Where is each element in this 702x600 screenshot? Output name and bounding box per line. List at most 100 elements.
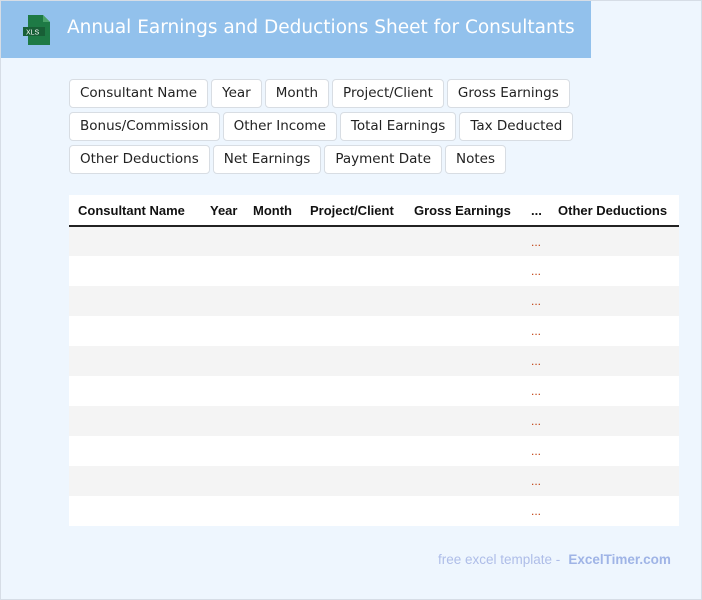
table-cell[interactable]: ... (522, 466, 549, 496)
table-cell[interactable] (69, 346, 201, 376)
table-cell[interactable] (201, 436, 244, 466)
table-cell[interactable] (301, 466, 405, 496)
table-cell[interactable] (405, 496, 522, 526)
table-cell[interactable] (244, 316, 301, 346)
table-cell[interactable] (69, 316, 201, 346)
title-bar: XLS Annual Earnings and Deductions Sheet… (1, 1, 591, 58)
table-row: ... (69, 316, 679, 346)
column-header: Project/Client (301, 195, 405, 227)
field-tag[interactable]: Notes (445, 145, 507, 174)
field-tag[interactable]: Year (211, 79, 262, 108)
table-row: ... (69, 436, 679, 466)
column-header: Month (244, 195, 301, 227)
table-cell[interactable] (301, 376, 405, 406)
field-tag[interactable]: Payment Date (324, 145, 443, 174)
table-cell[interactable]: ... (522, 286, 549, 316)
table-cell[interactable]: ... (531, 444, 542, 458)
table-cell[interactable] (549, 436, 679, 466)
column-header: Year (201, 195, 244, 227)
table-cell[interactable] (244, 466, 301, 496)
table-row: ... (69, 226, 679, 256)
table-cell[interactable] (549, 316, 679, 346)
svg-text:XLS: XLS (26, 30, 40, 37)
table-cell[interactable] (549, 286, 679, 316)
table-row: ... (69, 406, 679, 436)
table-cell[interactable] (201, 286, 244, 316)
table-cell[interactable] (549, 466, 679, 496)
table-cell[interactable] (405, 406, 522, 436)
table-cell[interactable] (549, 406, 679, 436)
table-cell[interactable]: ... (522, 226, 549, 256)
table-cell[interactable] (549, 256, 679, 286)
table-cell[interactable] (405, 286, 522, 316)
table-cell[interactable] (549, 226, 679, 256)
data-table: Consultant Name Year Month Project/Client Gr… (69, 195, 679, 526)
table-cell[interactable] (201, 256, 244, 286)
table-cell[interactable] (201, 406, 244, 436)
table-cell[interactable] (69, 496, 201, 526)
table-cell[interactable] (405, 376, 522, 406)
table-cell[interactable] (201, 376, 244, 406)
table-cell[interactable]: ... (531, 504, 542, 518)
table-cell[interactable] (549, 376, 679, 406)
field-tag[interactable]: Project/Client (332, 79, 444, 108)
table-cell[interactable] (301, 406, 405, 436)
table-cell[interactable] (301, 436, 405, 466)
table-cell[interactable] (244, 406, 301, 436)
table-cell[interactable] (405, 226, 522, 256)
table-cell[interactable]: ... (522, 346, 549, 376)
table-cell[interactable] (69, 436, 201, 466)
table-cell[interactable] (405, 316, 522, 346)
table-cell[interactable] (244, 376, 301, 406)
table-row: ... (69, 466, 679, 496)
table-cell[interactable] (301, 496, 405, 526)
field-tag[interactable]: Gross Earnings (446, 79, 570, 108)
table-cell[interactable] (405, 256, 522, 286)
table-cell[interactable] (201, 226, 244, 256)
table-cell[interactable] (301, 286, 405, 316)
table-cell[interactable] (69, 256, 201, 286)
column-header: ... (522, 195, 549, 227)
table-cell[interactable]: ... (522, 406, 549, 436)
field-tag[interactable]: Tax Deducted (459, 112, 574, 141)
field-tag[interactable]: Other Income (222, 112, 337, 141)
field-tag[interactable]: Month (264, 79, 330, 108)
table-cell[interactable] (244, 226, 301, 256)
table-cell[interactable] (301, 346, 405, 376)
table-cell[interactable] (244, 436, 301, 466)
table-cell[interactable]: ... (531, 264, 542, 278)
xls-file-icon: XLS (23, 15, 50, 45)
table-cell[interactable] (69, 286, 201, 316)
table-cell[interactable] (549, 496, 679, 526)
field-tag[interactable]: Consultant Name (69, 79, 209, 108)
table-cell[interactable] (405, 466, 522, 496)
table-cell[interactable] (201, 496, 244, 526)
table-cell[interactable] (405, 436, 522, 466)
table-cell[interactable] (69, 226, 201, 256)
field-tag[interactable]: Bonus/Commission (69, 112, 220, 141)
table-cell[interactable] (69, 376, 201, 406)
table-cell[interactable] (301, 316, 405, 346)
table-cell[interactable] (549, 346, 679, 376)
table-cell[interactable] (244, 346, 301, 376)
page-title: Annual Earnings and Deductions Sheet for… (67, 17, 575, 38)
footer-brand-link[interactable]: ExcelTimer.com (568, 552, 671, 567)
field-tag[interactable]: Net Earnings (212, 145, 322, 174)
table-cell[interactable] (244, 256, 301, 286)
table-cell[interactable] (301, 256, 405, 286)
table-cell[interactable] (69, 466, 201, 496)
field-tag[interactable]: Other Deductions (69, 145, 210, 174)
table-cell[interactable] (201, 316, 244, 346)
table-cell[interactable] (301, 226, 405, 256)
table-row: ... (69, 286, 679, 316)
table-cell[interactable] (201, 346, 244, 376)
field-tag[interactable]: Total Earnings (339, 112, 457, 141)
table-cell[interactable] (69, 406, 201, 436)
table-cell[interactable]: ... (531, 384, 542, 398)
table-cell[interactable]: ... (531, 324, 542, 338)
table-cell[interactable] (405, 346, 522, 376)
column-header: Gross Earnings (405, 195, 522, 227)
table-cell[interactable] (244, 286, 301, 316)
table-cell[interactable] (201, 466, 244, 496)
table-cell[interactable] (244, 496, 301, 526)
